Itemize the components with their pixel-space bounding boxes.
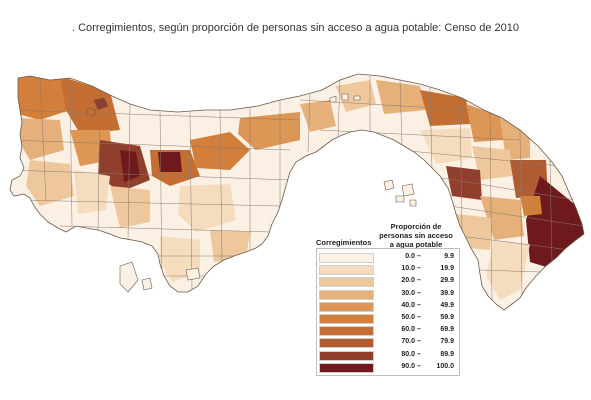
legend-box: 0.0–9.9 10.0–19.9 20.0–29.9 30.0–39.9 40.0–4… (316, 248, 460, 376)
legend-range-to: 29.9 (440, 277, 454, 285)
legend-class-row: 30.0– 39.9 (317, 289, 459, 301)
legend-swatch (319, 350, 374, 361)
legend-range-to: 9.9 (444, 253, 454, 260)
legend-range-from: 30.0 (401, 289, 415, 297)
legend-range-to: 19.9 (440, 265, 454, 273)
legend-range-dash: – (417, 362, 421, 370)
legend-class-row: 60.0– 69.9 (317, 325, 459, 337)
legend-swatch (319, 314, 374, 324)
legend-title-corregimientos: Corregimientos (316, 238, 372, 247)
map-regions (10, 74, 584, 310)
legend-range-dash: – (417, 338, 421, 346)
legend-range-dash: – (417, 326, 421, 334)
legend-range-from: 50.0 (401, 314, 415, 321)
legend-swatch (319, 277, 374, 288)
legend-range-from: 90.0 (401, 362, 415, 370)
legend-swatch (319, 301, 374, 312)
legend-class-row: 50.0– 59.9 (317, 313, 459, 325)
legend-range-dash: – (417, 265, 421, 273)
legend-range-from: 20.0 (401, 277, 415, 285)
legend-range-from: 70.0 (401, 338, 415, 346)
legend-class-row: 20.0– 29.9 (317, 276, 459, 288)
map-title: . Corregimientos, según proporción de pe… (71, 22, 519, 34)
legend-swatch (319, 338, 374, 349)
legend-range-to: 59.9 (440, 314, 454, 321)
legend-range-dash: – (417, 301, 421, 309)
legend-range-from: 80.0 (401, 350, 415, 358)
legend-range-to: 69.9 (440, 326, 454, 334)
legend-swatch (319, 253, 374, 263)
map-legend: Corregimientos Proporción de personas si… (314, 222, 464, 376)
legend-range-dash: – (417, 253, 421, 260)
legend-range-dash: – (417, 350, 421, 358)
legend-class-row: 90.0– 100.0 (317, 362, 459, 374)
legend-class-row: 40.0– 49.9 (317, 301, 459, 313)
legend-range-to: 89.9 (440, 350, 454, 358)
legend-class-row: 70.0– 79.9 (317, 337, 459, 349)
legend-range-to: 49.9 (440, 301, 454, 309)
legend-range-dash: – (417, 314, 421, 321)
legend-range-to: 39.9 (440, 289, 454, 297)
legend-swatch (319, 362, 374, 373)
corregimiento-boundaries (10, 75, 584, 301)
legend-class-row: 10.0– 19.9 (317, 264, 459, 276)
legend-title-proportion: Proporción de personas sin acceso a agua… (379, 222, 453, 249)
legend-class-row: 0.0– 9.9 (317, 252, 459, 264)
legend-range-from: 40.0 (401, 301, 415, 309)
legend-range-to: 100.0 (436, 362, 454, 370)
legend-swatch (319, 326, 374, 337)
islands (85, 93, 417, 293)
legend-range-dash: – (417, 289, 421, 297)
legend-swatch (319, 265, 374, 276)
legend-range-from: 0.0 (405, 253, 415, 260)
legend-range-from: 60.0 (401, 326, 415, 334)
legend-range-to: 79.9 (440, 338, 454, 346)
legend-class-row: 80.0– 89.9 (317, 350, 459, 362)
legend-swatch (319, 289, 374, 300)
legend-range-dash: – (417, 277, 421, 285)
legend-range-from: 10.0 (401, 265, 415, 273)
